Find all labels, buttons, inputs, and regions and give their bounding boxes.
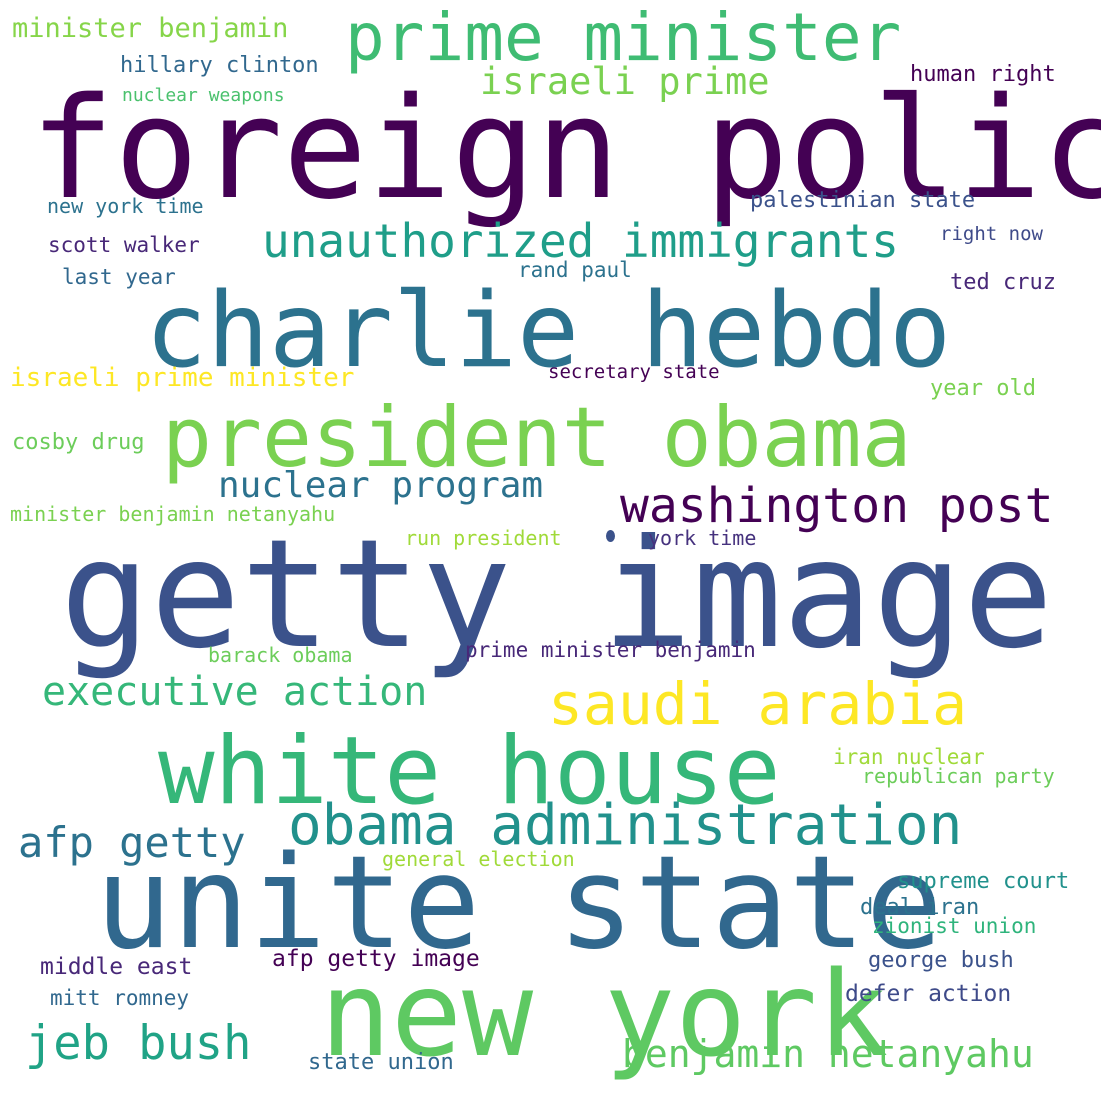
word: saudi arabia — [548, 670, 968, 738]
word: scott walker — [48, 233, 200, 257]
word: deal iran — [860, 895, 980, 920]
word: palestinian state — [750, 188, 976, 213]
word: york time — [648, 526, 757, 550]
word: prime minister — [345, 0, 902, 76]
word: right now — [940, 223, 1043, 245]
word: supreme court — [897, 869, 1070, 894]
word: ted cruz — [950, 270, 1056, 295]
word: barack obama — [208, 643, 353, 667]
word: republican party — [862, 764, 1055, 788]
word: afp getty — [18, 818, 246, 867]
word: unauthorized immigrants — [262, 214, 899, 268]
word: jeb bush — [25, 1016, 252, 1071]
word: israeli prime — [480, 60, 770, 103]
word: middle east — [40, 954, 193, 980]
word: cosby drug — [12, 430, 145, 455]
word: obama administration — [288, 793, 963, 858]
word: president obama — [162, 389, 912, 486]
word: new york — [320, 945, 889, 1083]
word: israeli prime minister — [10, 363, 355, 393]
word: run president — [405, 526, 562, 550]
word: prime minister benjamin — [465, 638, 756, 662]
word: defer action — [845, 981, 1012, 1007]
word: new york time — [47, 194, 204, 218]
word: secretary state — [548, 361, 720, 383]
word: nuclear weapons — [122, 85, 285, 106]
word: human right — [910, 62, 1056, 87]
word: george bush — [868, 948, 1014, 973]
word: nuclear program — [218, 465, 544, 506]
word: washington post — [620, 478, 1054, 534]
word: iran nuclear — [833, 745, 985, 769]
word: state union — [308, 1050, 454, 1075]
word: year old — [930, 376, 1036, 401]
word: afp getty image — [272, 946, 480, 972]
word: zionist union — [872, 914, 1037, 938]
word: last year — [62, 265, 176, 289]
word: benjamin netanyahu — [622, 1032, 1034, 1076]
word: white house — [158, 717, 781, 826]
word: charlie hebdo — [145, 271, 952, 391]
word: mitt romney — [50, 986, 190, 1010]
word: foreign policy — [30, 68, 1101, 231]
word: minister benjamin — [12, 13, 289, 44]
word: executive action — [42, 669, 428, 715]
word: unite state — [95, 829, 943, 978]
word: general election — [382, 847, 575, 871]
word: rand paul — [518, 258, 632, 282]
word: minister benjamin netanyahu — [10, 502, 336, 526]
bullet-dot — [606, 530, 615, 542]
word: hillary clinton — [120, 53, 319, 78]
word: getty image — [60, 508, 1054, 682]
